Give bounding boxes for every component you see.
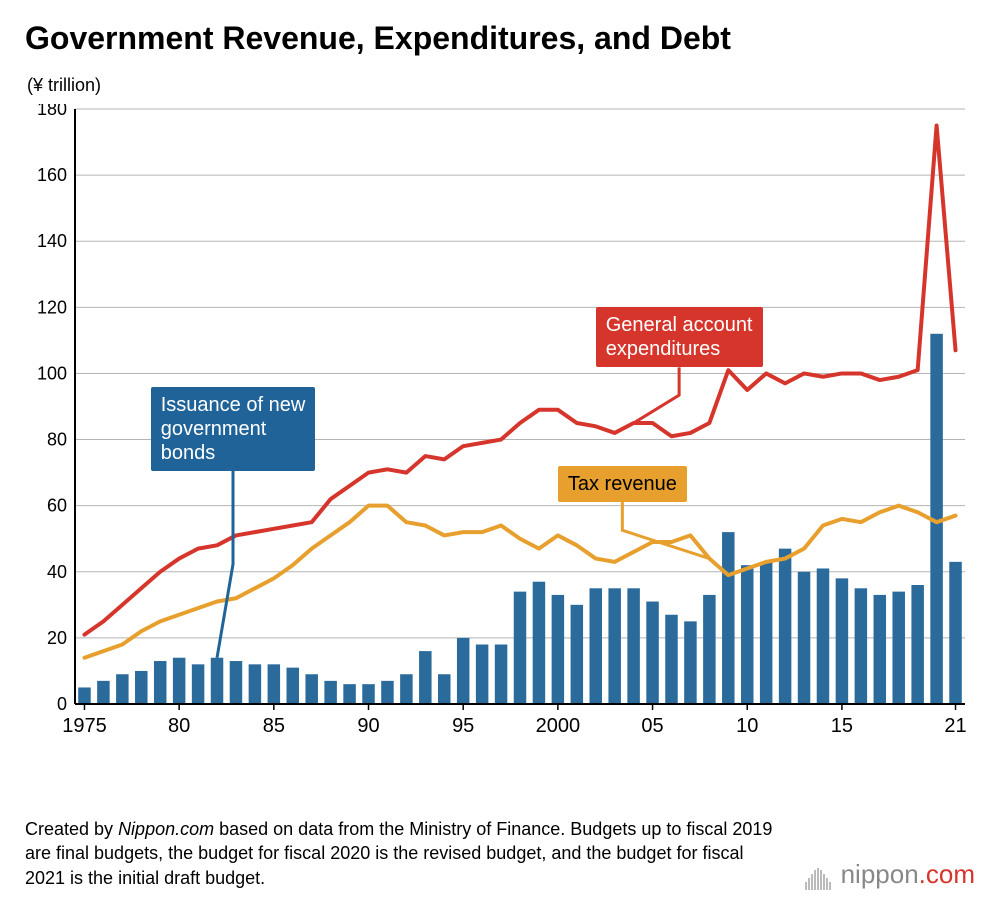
svg-text:40: 40 <box>47 562 67 582</box>
svg-text:15: 15 <box>831 715 853 737</box>
svg-text:85: 85 <box>263 715 285 737</box>
footer: Created by Nippon.com based on data from… <box>25 817 975 890</box>
callout-bonds: Issuance of newgovernmentbonds <box>151 387 316 471</box>
source-logo: nippon.com <box>805 859 975 890</box>
svg-text:60: 60 <box>47 496 67 516</box>
svg-text:20: 20 <box>47 628 67 648</box>
svg-text:90: 90 <box>357 715 379 737</box>
svg-text:05: 05 <box>641 715 663 737</box>
chart-caption: Created by Nippon.com based on data from… <box>25 817 775 890</box>
svg-text:180: 180 <box>37 104 67 119</box>
chart-area: 0 20 40 60 80 100 120 140 160 180 1975 80 85 90 95 2000… <box>25 104 975 744</box>
svg-text:140: 140 <box>37 231 67 251</box>
svg-text:21: 21 <box>944 715 966 737</box>
logo-bars-icon <box>805 868 831 890</box>
svg-text:160: 160 <box>37 165 67 185</box>
callout-tax-revenue: Tax revenue <box>558 466 687 502</box>
svg-text:80: 80 <box>47 430 67 450</box>
svg-text:1975: 1975 <box>62 715 107 737</box>
svg-text:100: 100 <box>37 363 67 383</box>
svg-text:0: 0 <box>57 694 67 714</box>
svg-text:80: 80 <box>168 715 190 737</box>
chart-title: Government Revenue, Expenditures, and De… <box>25 20 975 57</box>
y-axis-unit-label: (¥ trillion) <box>27 75 975 96</box>
svg-text:10: 10 <box>736 715 758 737</box>
svg-text:95: 95 <box>452 715 474 737</box>
svg-text:2000: 2000 <box>536 715 581 737</box>
callout-expenditures: General accountexpenditures <box>596 307 763 367</box>
svg-text:120: 120 <box>37 297 67 317</box>
